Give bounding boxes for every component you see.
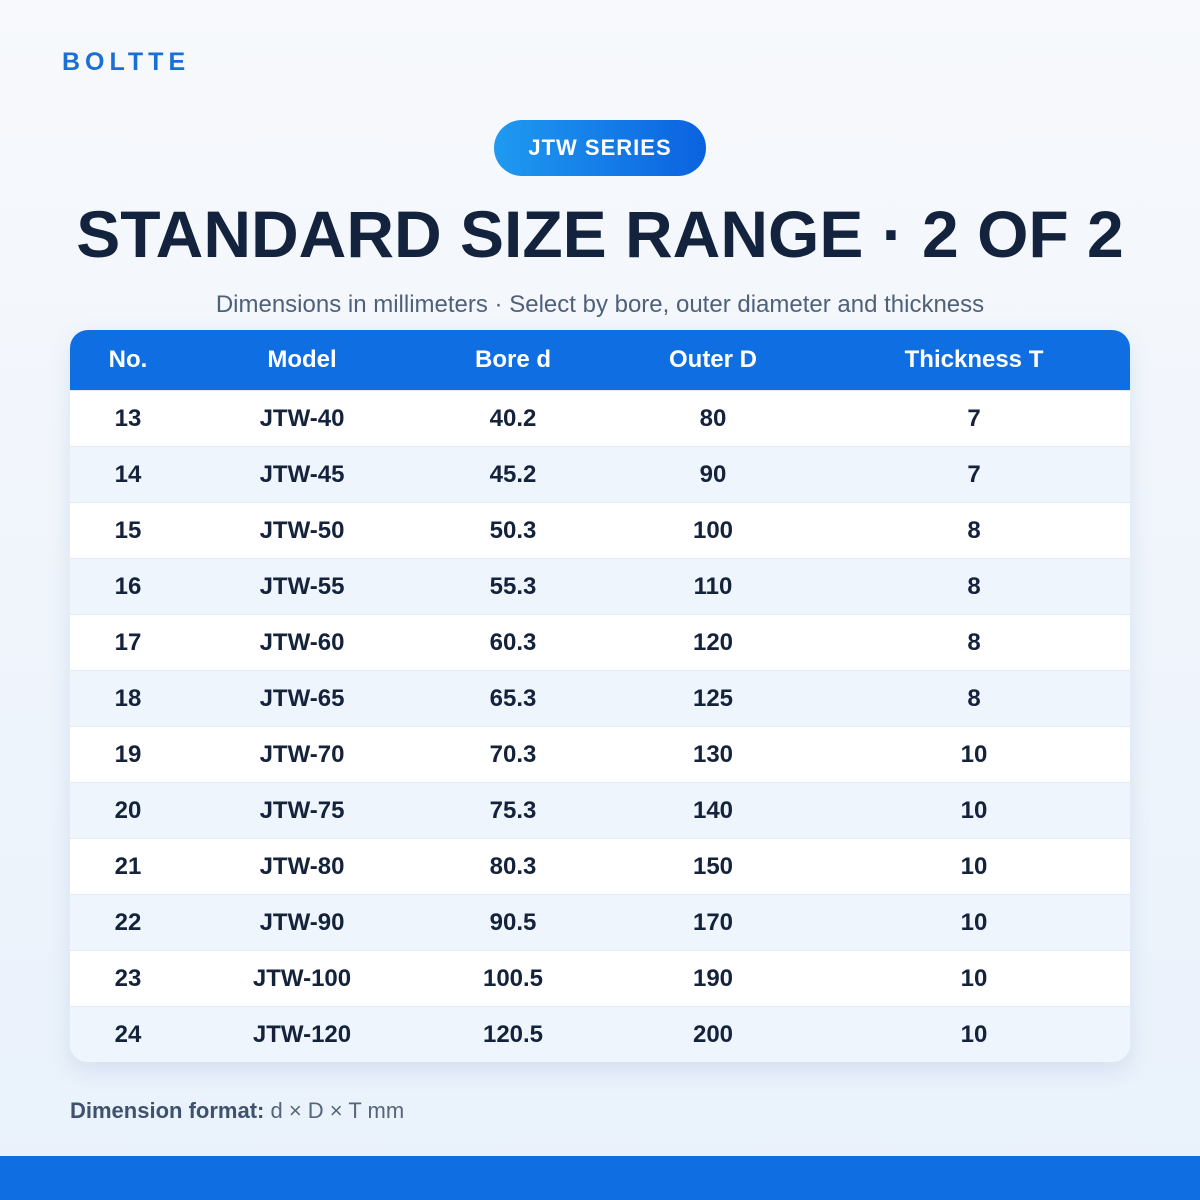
table-cell: JTW-75 (259, 796, 345, 824)
table-cell: 10 (960, 964, 988, 992)
table-cell: 45.2 (489, 460, 537, 488)
table-cell: JTW-100 (252, 964, 352, 992)
table-cell: 10 (960, 796, 988, 824)
table-cell: 21 (114, 852, 142, 880)
table-cell: 7 (967, 404, 981, 432)
table-cell: 80.3 (489, 852, 537, 880)
table-row: 24 JTW-120 120.5 200 10 (70, 1006, 1130, 1062)
subtitle: Dimensions in millimeters · Select by bo… (215, 291, 985, 318)
table-cell: JTW-120 (252, 1020, 352, 1048)
table-cell: 75.3 (489, 796, 537, 824)
table-cell: 19 (114, 740, 142, 768)
table-row: 19 JTW-70 70.3 130 10 (70, 726, 1130, 782)
table-cell: 8 (967, 516, 981, 544)
table-cell: 130 (692, 740, 734, 768)
table-row: 23 JTW-100 100.5 190 10 (70, 950, 1130, 1006)
table-cell: 14 (114, 460, 142, 488)
table-cell: 125 (692, 684, 734, 712)
table-row: 20 JTW-75 75.3 140 10 (70, 782, 1130, 838)
table-cell: 70.3 (489, 740, 537, 768)
table-cell: 120.5 (482, 1020, 544, 1048)
table-cell: 100 (692, 516, 734, 544)
table-cell: 65.3 (489, 684, 537, 712)
table-row: 14 JTW-45 45.2 90 7 (70, 446, 1130, 502)
table-cell: 10 (960, 1020, 988, 1048)
table-cell: JTW-50 (259, 516, 345, 544)
bottom-bar (0, 1156, 1200, 1200)
table-cell: 50.3 (489, 516, 537, 544)
series-badge: JTW SERIES (494, 120, 706, 176)
column-header: Bore d (474, 346, 551, 373)
column-header: Model (267, 346, 337, 373)
table-cell: 8 (967, 684, 981, 712)
table-row: 15 JTW-50 50.3 100 8 (70, 502, 1130, 558)
table-row: 13 JTW-40 40.2 80 7 (70, 390, 1130, 446)
table-row: 16 JTW-55 55.3 110 8 (70, 558, 1130, 614)
table-cell: 13 (114, 404, 142, 432)
table-cell: JTW-90 (259, 908, 345, 936)
column-header: No. (108, 346, 148, 373)
table-cell: 60.3 (489, 628, 537, 656)
table-cell: 20 (114, 796, 142, 824)
table-cell: 22 (114, 908, 142, 936)
table-cell: 10 (960, 908, 988, 936)
column-header: Outer D (668, 346, 757, 373)
footer-label: Dimension format: (70, 1098, 265, 1123)
table-cell: 110 (693, 572, 733, 600)
table-cell: 17 (114, 628, 142, 656)
header-row: No. Model Bore d Outer D Thickness T (70, 330, 1130, 390)
table-cell: 80 (699, 404, 727, 432)
table-cell: 10 (960, 740, 988, 768)
table-cell: 90 (699, 460, 727, 488)
table-cell: 23 (114, 964, 142, 992)
table-cell: JTW-55 (259, 572, 345, 600)
footer-text: d × D × T mm (270, 1098, 405, 1123)
table-cell: JTW-45 (259, 460, 345, 488)
table-cell: 40.2 (489, 404, 537, 432)
table-cell: 15 (114, 516, 142, 544)
table-cell: 90.5 (489, 908, 537, 936)
table-cell: 140 (692, 796, 734, 824)
table-cell: 7 (967, 460, 981, 488)
table-cell: 18 (114, 684, 142, 712)
table-cell: 190 (692, 964, 734, 992)
table-row: 18 JTW-65 65.3 125 8 (70, 670, 1130, 726)
title: STANDARD SIZE RANGE · 2 OF 2 (76, 197, 1124, 271)
table-cell: 150 (692, 852, 734, 880)
table-cell: 200 (692, 1020, 734, 1048)
brand: BOLTTE (62, 48, 191, 76)
table-cell: JTW-65 (259, 684, 345, 712)
table-row: 21 JTW-80 80.3 150 10 (70, 838, 1130, 894)
table-cell: JTW-40 (259, 404, 345, 432)
table-cell: 8 (967, 572, 981, 600)
table-cell: 16 (114, 572, 142, 600)
table-row: 17 JTW-60 60.3 120 8 (70, 614, 1130, 670)
table-cell: JTW-80 (259, 852, 345, 880)
size-table: No. Model Bore d Outer D Thickness T 13 JTW-40… (70, 330, 1130, 1062)
footer: Dimension format: d × D × T mm (70, 1098, 404, 1124)
table-row: 22 JTW-90 90.5 170 10 (70, 894, 1130, 950)
table-cell: JTW-70 (259, 740, 345, 768)
table-cell: 170 (692, 908, 734, 936)
table-cell: 8 (967, 628, 981, 656)
table-cell: 24 (114, 1020, 142, 1048)
table-cell: 10 (960, 852, 988, 880)
table-cell: JTW-60 (259, 628, 345, 656)
table-cell: 55.3 (489, 572, 537, 600)
column-header: Thickness T (904, 346, 1044, 373)
table-cell: 100.5 (482, 964, 544, 992)
table-cell: 120 (692, 628, 734, 656)
